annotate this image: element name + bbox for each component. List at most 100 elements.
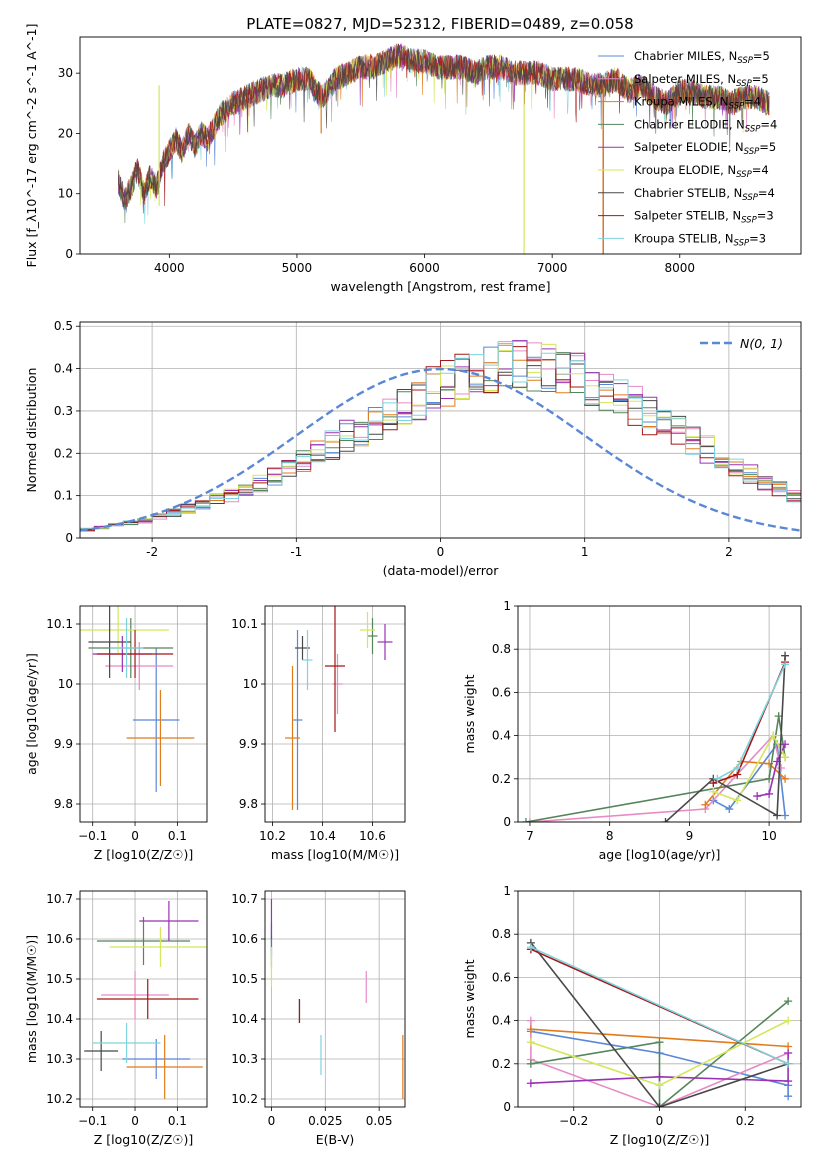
legend-text: Chabrier STELIB, N [634,186,742,200]
x-tick-label: 10.6 [359,829,386,843]
y-tick-label: 10.4 [231,1012,258,1026]
legend-text: =4 [758,186,775,200]
legend-text: =4 [752,163,769,177]
x-tick-label: 8 [606,829,614,843]
x-tick-label: 0 [131,1114,139,1128]
figure-title: PLATE=0827, MJD=52312, FIBERID=0489, z=0… [246,15,633,33]
y-axis-label: Flux [f_λ10^-17 erg cm^-2 s^-1 A^-1] [24,24,39,268]
plot-area [526,938,793,1107]
weight-marker [784,1092,793,1101]
weight-marker [526,1016,535,1025]
legend-label: Kroupa MILES, NSSP=4 [634,95,761,112]
y-axis-label: mass [log10(M/M☉)] [24,935,39,1063]
plot-area [80,606,195,792]
y-tick-label: 9.9 [54,737,73,751]
weight-marker [655,1103,664,1107]
x-tick-label: 10.2 [259,829,286,843]
errorbar-kroupa-miles [126,690,195,786]
x-tick-label: 2 [725,545,733,559]
x-axis-label: Z [log10(Z/Z☉)] [94,847,194,862]
y-axis-label: Normed distribution [24,368,39,493]
weight-line-chabrier-stelib [664,655,786,822]
weight-marker [655,1081,664,1090]
x-tick-label: 0.2 [736,1114,755,1128]
chart-1: 4000 5000 6000 7000 8000 0 10 20 30 wavelength [A… [24,24,802,294]
weight-marker [769,731,778,740]
x-tick-label: 0.1 [168,1114,187,1128]
x-tick-label: −0.1 [78,829,107,843]
weight-marker [655,1038,664,1047]
weight-line-chabrier-miles [712,742,786,816]
x-tick-label: 0 [131,829,139,843]
plot-area [285,606,393,810]
y-tick-label: 10.1 [231,617,258,631]
legend-text: Salpeter ELODIE, N [634,140,744,154]
y-tick-label: 1 [503,599,511,613]
legend-label: Salpeter STELIB, NSSP=3 [634,209,774,226]
x-tick-label: 0.1 [168,829,187,843]
x-tick-label: 7 [526,829,534,843]
chart-4: 10.2 10.4 10.6 9.8 9.9 10 10.1 mass [log10(M/M☉… [231,605,406,862]
weight-line-chabrier-stelib [530,942,789,1107]
legend-label: Kroupa STELIB, NSSP=3 [634,231,766,248]
legend-text: Kroupa MILES, N [634,95,729,109]
weight-marker [753,792,762,801]
weight-marker [526,1059,535,1068]
x-tick-label: 0 [656,1114,664,1128]
errorbar-kroupa-stelib [302,630,313,690]
y-tick-label: 9.8 [54,797,73,811]
histogram-kroupa-stelib [80,341,801,538]
errorbar-kroupa-stelib [109,618,144,678]
x-axis-label: wavelength [Angstrom, rest frame] [330,279,550,294]
chart-7: 0 0.025 0.05 10.2 10.3 10.4 10.5 10.6 10.7 E(B-V) [231,890,406,1147]
y-tick-label: 9.8 [239,797,258,811]
weight-marker [781,753,790,762]
legend-label: Chabrier MILES, NSSP=5 [634,49,770,66]
y-tick-label: 10.6 [46,932,73,946]
y-tick-label: 9.9 [239,737,258,751]
y-tick-label: 10.2 [46,1092,73,1106]
weight-marker [526,1038,535,1047]
weight-marker [765,774,774,783]
normal-curve [80,367,801,532]
weight-marker [784,997,793,1006]
y-tick-label: 0.2 [492,772,511,786]
y-tick-label: 10 [243,677,258,691]
weight-marker [725,805,734,814]
weight-marker [784,1077,793,1086]
errorbar-kroupa-miles [126,1035,203,1099]
legend-subscript: SSP [742,193,758,203]
legend-text: Kroupa ELODIE, N [634,163,736,177]
legend-text: Chabrier ELODIE, N [634,117,745,131]
chart-3: −0.1 0 0.1 9.8 9.9 10 10.1 Z [log10(Z/Z☉)] age [… [24,605,208,862]
legend-label: N(0, 1) [740,336,783,351]
weight-marker [713,774,722,783]
errorbar-kroupa-stelib [92,1023,161,1063]
errorbar-salpeter-stelib [325,606,345,732]
x-tick-label: 4000 [154,261,185,275]
weight-marker [709,779,718,788]
weight-line-salpeter-stelib [713,661,786,784]
weight-marker [733,796,742,805]
errorbar-chabrier-miles [132,648,180,792]
legend-subscript: SSP [737,56,753,66]
y-tick-label: 10.6 [231,932,258,946]
y-tick-label: 10.4 [46,1012,73,1026]
y-tick-label: 0 [65,531,73,545]
weight-marker [777,764,786,772]
legend-subscript: SSP [736,170,752,180]
y-tick-label: 0.6 [492,970,511,984]
errorbar-salpeter-stelib [96,979,199,1019]
legend-subscript: SSP [734,238,750,248]
legend-text: Salpeter MILES, N [634,72,736,86]
weight-marker [784,1049,793,1057]
x-axis-label: Z [log10(Z/Z☉)] [94,1132,194,1147]
errorbar-chabrier-stelib [88,606,131,678]
x-axis-label: E(B-V) [316,1132,355,1147]
y-tick-label: 20 [58,126,73,140]
weight-line-salpeter-elodie [757,743,786,797]
axes-frame [517,890,802,1108]
